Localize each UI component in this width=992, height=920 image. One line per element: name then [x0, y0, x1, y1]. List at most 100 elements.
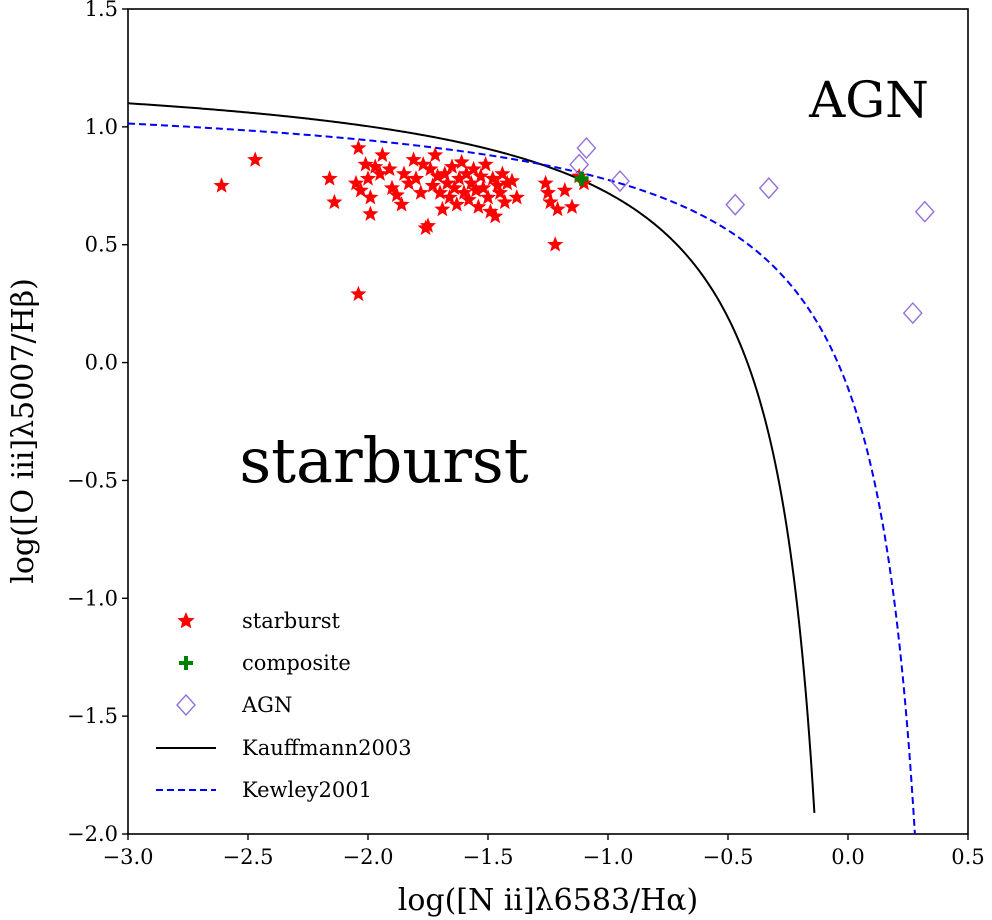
legend-label-kauffmann: Kauffmann2003 — [242, 736, 412, 760]
x-tick-label: −3.0 — [103, 845, 154, 869]
starburst-point — [547, 236, 564, 252]
agn-point — [610, 170, 630, 193]
starburst-point — [479, 189, 497, 205]
agn-point — [758, 177, 779, 200]
legend: starburst composite AGN Kauffmann2003 Ke… — [156, 609, 412, 802]
y-tick-label: −1.0 — [67, 586, 118, 610]
starburst-point — [326, 193, 343, 210]
starburst-point — [470, 198, 487, 214]
y-axis: −2.0 −1.5 −1.0 −0.5 0.0 0.5 1.0 1.5 — [67, 0, 128, 846]
y-tick-label: −0.5 — [67, 468, 118, 492]
x-axis: −3.0 −2.5 −2.0 −1.5 −1.0 −0.5 0.0 0.5 — [103, 834, 985, 869]
starburst-point — [472, 167, 489, 184]
starburst-point — [458, 165, 475, 181]
x-tick-label: −1.5 — [463, 845, 514, 869]
starburst-point — [419, 217, 437, 233]
starburst-point — [556, 182, 573, 198]
plot-area — [127, 8, 969, 835]
starburst-point — [539, 184, 557, 200]
starburst-point — [350, 139, 367, 155]
starburst-point — [383, 179, 401, 196]
starburst-point — [496, 193, 513, 210]
starburst-point — [352, 182, 369, 198]
starburst-point — [563, 198, 581, 214]
starburst-point — [494, 165, 511, 181]
composite-point — [574, 171, 589, 186]
starburst-point — [371, 165, 389, 181]
x-tick-label: 0.5 — [951, 845, 984, 869]
starburst-point — [415, 156, 432, 172]
legend-diamond-marker — [176, 693, 196, 717]
starburst-point — [213, 177, 230, 193]
starburst-point — [542, 193, 559, 210]
starburst-point — [475, 179, 492, 196]
y-tick-label: −2.0 — [67, 822, 118, 846]
starburst-point — [357, 156, 374, 172]
legend-item-kauffmann: Kauffmann2003 — [156, 736, 412, 760]
starburst-point — [347, 174, 365, 191]
starburst-point — [489, 177, 506, 193]
x-tick-label: −2.0 — [343, 845, 394, 869]
starburst-point — [422, 160, 439, 177]
data-points — [213, 137, 935, 325]
starburst-point — [405, 151, 422, 167]
kauffmann2003-curve — [128, 102, 816, 813]
agn-point — [902, 302, 923, 325]
starburst-point — [441, 189, 458, 205]
starburst-point — [362, 205, 379, 221]
starburst-point — [499, 174, 516, 191]
starburst-point — [436, 165, 453, 181]
starburst-point — [350, 285, 367, 302]
starburst-point — [453, 153, 470, 170]
starburst-point — [321, 170, 338, 186]
demarcation-curves — [128, 102, 916, 834]
starburst-point — [484, 170, 501, 186]
legend-item-agn: AGN — [176, 693, 292, 717]
agn-point — [576, 137, 597, 160]
starburst-point — [429, 167, 446, 184]
starburst-point — [446, 179, 463, 196]
x-axis-title: log([N ii]λ6583/Hα) — [398, 883, 699, 918]
starburst-point — [393, 196, 410, 212]
legend-item-starburst: starburst — [177, 609, 341, 633]
y-tick-label: 1.0 — [85, 115, 118, 139]
legend-label-kewley: Kewley2001 — [242, 778, 372, 802]
legend-label-composite: composite — [242, 651, 351, 675]
starburst-point — [400, 174, 417, 191]
starburst-point — [407, 170, 425, 186]
x-tick-label: −1.0 — [583, 845, 634, 869]
y-tick-label: 0.5 — [85, 233, 118, 257]
legend-label-starburst: starburst — [242, 609, 341, 633]
starburst-point — [487, 207, 504, 224]
starburst-point — [412, 184, 429, 200]
starburst-point — [427, 146, 444, 163]
starburst-point — [431, 184, 449, 200]
starburst-point — [434, 200, 451, 217]
starburst-point — [367, 158, 384, 174]
starburst-point — [455, 184, 473, 200]
legend-plus-marker — [179, 656, 193, 670]
kewley2001-curve — [128, 122, 916, 834]
starburst-point — [463, 174, 480, 191]
starburst-point — [395, 165, 413, 181]
starburst-point — [549, 200, 566, 217]
starburst-point — [460, 191, 477, 207]
starburst-point — [537, 174, 554, 191]
starburst-region-label: starburst — [239, 424, 528, 497]
legend-item-composite: composite — [179, 651, 351, 675]
starburst-point — [443, 158, 461, 174]
starburst-point — [359, 170, 377, 186]
starburst-point — [508, 189, 525, 205]
starburst-point — [381, 160, 398, 177]
y-tick-label: 1.5 — [85, 0, 118, 21]
y-axis-title: log([O iii]λ5007/Hβ) — [6, 278, 41, 584]
agn-region-label: AGN — [808, 71, 929, 129]
starburst-point — [503, 172, 521, 188]
starburst-point — [448, 196, 465, 212]
legend-label-agn: AGN — [241, 693, 292, 717]
starburst-point — [424, 177, 441, 193]
agn-point — [914, 200, 935, 223]
y-tick-label: −1.5 — [67, 704, 118, 728]
starburst-point — [362, 189, 379, 205]
